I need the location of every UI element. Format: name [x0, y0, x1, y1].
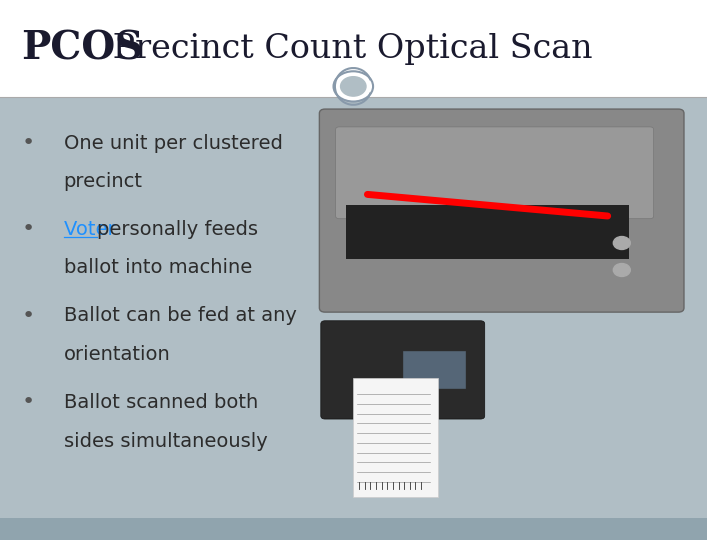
Text: One unit per clustered: One unit per clustered	[63, 133, 282, 153]
Text: Precinct Count Optical Scan: Precinct Count Optical Scan	[102, 32, 593, 65]
Text: Ballot scanned both: Ballot scanned both	[63, 393, 258, 412]
Circle shape	[333, 71, 373, 102]
Text: ballot into machine: ballot into machine	[63, 258, 252, 277]
FancyBboxPatch shape	[336, 127, 654, 219]
FancyBboxPatch shape	[297, 108, 693, 508]
Text: PCOS: PCOS	[21, 30, 143, 68]
Text: personally feeds: personally feeds	[96, 220, 258, 239]
Circle shape	[613, 264, 630, 276]
Text: orientation: orientation	[63, 345, 171, 364]
FancyBboxPatch shape	[346, 205, 629, 259]
FancyBboxPatch shape	[0, 97, 706, 540]
Text: •: •	[21, 133, 35, 153]
Text: •: •	[21, 392, 35, 413]
FancyBboxPatch shape	[402, 351, 467, 389]
FancyBboxPatch shape	[0, 518, 706, 540]
FancyBboxPatch shape	[320, 109, 684, 312]
Text: Voter: Voter	[63, 220, 122, 239]
Text: precinct: precinct	[63, 172, 143, 192]
Text: •: •	[21, 306, 35, 326]
Text: sides simultaneously: sides simultaneously	[63, 431, 267, 451]
Circle shape	[613, 237, 630, 249]
Circle shape	[341, 77, 366, 96]
Text: Ballot can be fed at any: Ballot can be fed at any	[63, 306, 297, 326]
FancyBboxPatch shape	[354, 378, 438, 497]
FancyBboxPatch shape	[321, 321, 485, 419]
Text: •: •	[21, 219, 35, 240]
